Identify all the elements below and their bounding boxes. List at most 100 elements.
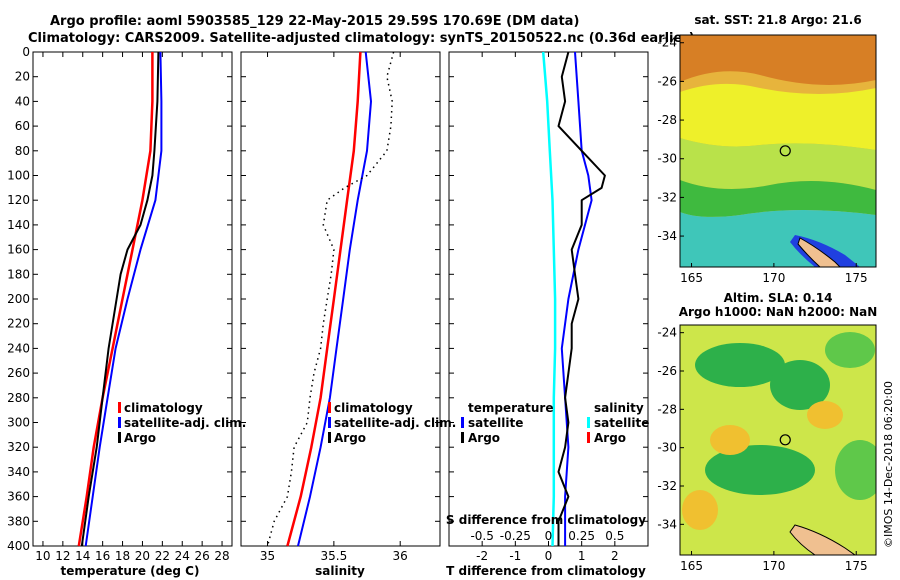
sla-map-frame: [679, 324, 877, 556]
sla-high-3: [682, 490, 718, 530]
legend-argo: Argo: [334, 431, 366, 445]
x-tick-label: 26: [195, 549, 210, 563]
x-tick-label: 10: [35, 549, 50, 563]
legend-satellite: satellite-adj. clim.: [334, 416, 456, 430]
float-marker: [779, 145, 791, 157]
difference-panel: -2 -1 0 1 2 -0.5 -0.25 0 0.25 0.5: [448, 51, 649, 563]
temperature-xlabel: temperature (deg C): [61, 564, 200, 578]
y-tick-label: 80: [15, 144, 30, 158]
series-temperature-argo: [557, 51, 606, 546]
lat-tick-label: -34: [657, 229, 677, 243]
sst-map-frame: [679, 34, 877, 268]
sla-map-title: Altim. SLA: 0.14: [724, 291, 833, 305]
y-tick-label: 400: [7, 539, 30, 553]
x-tick-label: 28: [214, 549, 229, 563]
secondary-tick-label: 0.25: [568, 529, 595, 543]
lon-tick-label: 165: [680, 271, 703, 285]
y-tick-label: 180: [7, 267, 30, 281]
sst-map-title: sat. SST: 21.8 Argo: 21.6: [694, 13, 861, 27]
salinity-legend: climatology satellite-adj. clim. Argo: [328, 401, 456, 445]
lat-tick-label: -30: [657, 152, 677, 166]
y-tick-label: 260: [7, 366, 30, 380]
sdiff-label: S difference from climatology: [446, 513, 646, 527]
lat-tick-label: -32: [657, 190, 677, 204]
y-tick-label: 160: [7, 243, 30, 257]
float-marker: [779, 434, 791, 446]
x-tick-label: 14: [75, 549, 90, 563]
legend-swatch-argo: [328, 432, 331, 443]
y-tick-label: 220: [7, 317, 30, 331]
x-tick-label: 18: [115, 549, 130, 563]
sla-low-1: [695, 343, 785, 387]
y-tick-label: 0: [22, 45, 30, 59]
x-tick-label: 16: [95, 549, 110, 563]
y-tick-label: 380: [7, 514, 30, 528]
legend-swatch-argo: [118, 432, 121, 443]
sla-high-2: [807, 401, 843, 429]
lat-tick-label: -26: [657, 364, 677, 378]
series-temperature-satellite: [560, 51, 593, 546]
series-satellite-adj-clim-: [84, 51, 163, 547]
series-satellite-adj-clim-: [297, 51, 372, 547]
temperature-legend: climatology satellite-adj. clim. Argo: [118, 401, 246, 445]
x-tick-label: 0: [545, 549, 553, 563]
sla-low-2: [770, 360, 830, 410]
series-climatology: [286, 51, 362, 547]
sst-mid-band: [680, 83, 876, 150]
y-tick-label: 300: [7, 416, 30, 430]
y-tick-label: 40: [15, 94, 30, 108]
legend-swatch-climatology: [328, 402, 331, 413]
sst-map: [680, 35, 876, 267]
secondary-tick-label: -0.25: [500, 529, 531, 543]
series-salinity-satellite: [541, 51, 557, 547]
sla-map: [680, 325, 876, 555]
sst-warm-band: [680, 35, 876, 85]
legend-swatch-climatology: [118, 402, 121, 413]
sla-map-subtitle: Argo h1000: NaN h2000: NaN: [679, 305, 878, 319]
sst-transition-band: [680, 138, 876, 190]
legend-swatch-t-argo: [461, 432, 464, 443]
y-tick-label: 120: [7, 193, 30, 207]
series-argo: [80, 51, 160, 547]
sst-cool-band: [680, 180, 876, 217]
sla-low-3: [825, 332, 875, 368]
y-tick-label: 200: [7, 292, 30, 306]
y-tick-label: 280: [7, 391, 30, 405]
sla-low-5: [835, 440, 876, 500]
legend-swatch-s-argo: [587, 432, 590, 443]
salinity-xlabel: salinity: [315, 564, 365, 578]
lon-tick-label: 170: [762, 271, 785, 285]
x-tick-label: 35: [260, 549, 275, 563]
lon-tick-label: 175: [845, 271, 868, 285]
sla-high-1: [710, 425, 750, 455]
lon-tick-label: 165: [680, 559, 703, 573]
land-new-caledonia: [797, 237, 841, 267]
imos-credit: ©IMOS 14-Dec-2018 06:20:00: [882, 381, 895, 548]
figure-title-1: Argo profile: aoml 5903585_129 22-May-20…: [50, 14, 579, 29]
series-argo: [266, 51, 395, 547]
y-tick-label: 340: [7, 465, 30, 479]
legend-s-argo: Argo: [594, 431, 626, 445]
x-tick-label: 1: [578, 549, 586, 563]
lon-tick-label: 170: [762, 559, 785, 573]
secondary-tick-label: 0.5: [605, 529, 624, 543]
axes-frame: [240, 51, 441, 547]
lat-tick-label: -34: [657, 517, 677, 531]
x-tick-label: 22: [155, 549, 170, 563]
legend-argo: Argo: [124, 431, 156, 445]
sla-low-4: [705, 445, 815, 495]
legend-t-argo: Argo: [468, 431, 500, 445]
lon-tick-label: 175: [845, 559, 868, 573]
legend-s-satellite: satellite: [594, 416, 649, 430]
y-tick-label: 240: [7, 341, 30, 355]
sla-map-axes: 165 170 175 -24 -26 -28 -30 -32 -34: [657, 326, 867, 573]
tdiff-xlabel: T difference from climatology: [446, 564, 646, 578]
temperature-panel: 0 20 40 60 80 100 120 140 160 180 200 220 240 260 280 3…: [7, 45, 233, 563]
series-climatology: [77, 52, 154, 547]
legend-salinity-header: salinity: [594, 401, 644, 415]
x-tick-label: 24: [175, 549, 190, 563]
salinity-panel: 35 35.5 36: [240, 51, 441, 563]
lat-tick-label: -28: [657, 113, 677, 127]
legend-swatch-t-satellite: [461, 417, 464, 428]
axes-frame: [32, 51, 233, 547]
